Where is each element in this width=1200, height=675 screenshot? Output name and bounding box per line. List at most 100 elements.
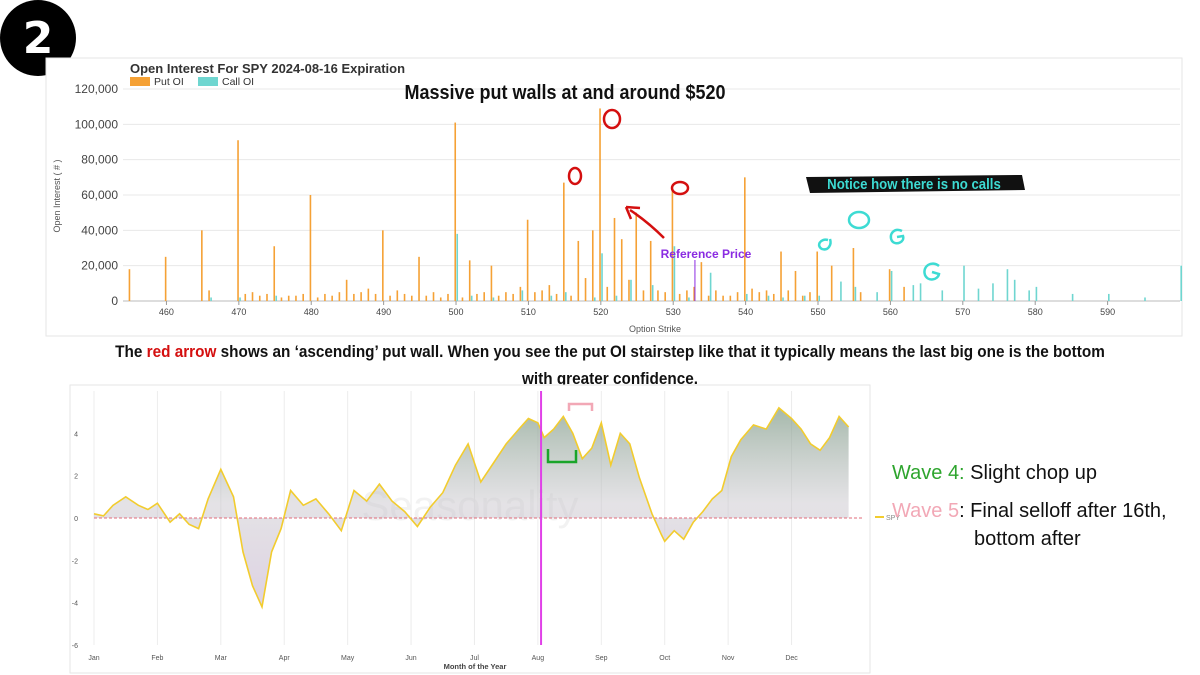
call-oi-bar [492,297,495,301]
put-oi-bar [237,140,239,301]
open-interest-chart: Open Interest For SPY 2024-08-16 Expirat… [45,57,1183,337]
put-oi-bar [548,285,551,301]
season-x-tick-label: Sep [595,655,608,662]
call-oi-bar [550,295,553,301]
put-oi-bar [331,295,333,301]
put-oi-bar [497,295,500,301]
call-oi-bar [210,297,212,301]
season-x-tick-label: Mar [215,655,228,662]
put-oi-bar [345,279,348,301]
red-circle-marker [567,166,583,186]
put-oi-bar [584,278,587,301]
call-oi-bar [876,292,878,301]
put-oi-bar [461,297,464,301]
season-y-tick-label: -2 [72,558,78,565]
red-circle-marker [602,108,622,130]
call-oi-bar [1006,269,1009,301]
put-oi-bar [302,293,304,301]
season-y-tick-label: -6 [72,643,78,650]
oi-x-tick-label: 470 [231,307,246,317]
put-oi-bar [389,295,391,301]
put-oi-bar [736,292,739,301]
oi-x-tick-label: 480 [304,307,319,317]
put-oi-bar [164,256,167,301]
oi-y-tick-label: 40,000 [81,223,118,237]
put-oi-bar [251,292,254,301]
call-oi-bar [840,281,842,301]
put-oi-bar [744,177,746,301]
call-oi-bar [601,253,603,301]
put-oi-bar [128,269,131,301]
pink-bracket-annotation [567,402,594,411]
put-oi-bar [606,286,609,301]
spy-series-line [93,406,850,610]
season-x-tick-label: May [341,655,355,662]
put-oi-bar [273,246,276,301]
wave5-label: Wave 5 [892,500,960,522]
put-oi-bar [570,295,572,301]
season-x-tick-label: Jun [405,655,416,662]
put-oi-bar [693,286,695,301]
legend-swatch-call [198,77,218,86]
call-oi-bar [688,297,690,301]
reference-price-label: Reference Price [661,247,752,261]
put-oi-bar [201,230,203,301]
oi-x-tick-label: 560 [883,307,898,317]
put-oi-bar [657,290,659,301]
season-x-tick-label: Apr [279,655,291,662]
put-oi-bar [628,279,630,301]
put-oi-bar [534,292,536,301]
wave5-text: : Final selloff after 16th, [959,500,1167,522]
red-arrow-annotation [624,205,665,239]
call-oi-bar [767,295,770,301]
put-oi-bar [324,293,326,301]
call-oi-bar [977,288,980,301]
put-oi-bar [512,293,514,301]
oi-x-tick-label: 510 [521,307,536,317]
put-oi-bar [649,240,652,301]
put-oi-bar [367,288,370,301]
put-oi-bar [852,248,855,301]
put-oi-bar [208,290,210,301]
put-oi-bar [577,240,580,301]
wave5-continuation: bottom after [974,528,1081,550]
put-oi-bar [418,256,420,301]
call-oi-bar [890,270,893,301]
put-oi-bar [780,251,782,301]
legend-swatch-put [130,77,150,86]
put-oi-bar [801,295,804,301]
put-oi-bar [888,269,891,301]
put-oi-bar [295,295,297,301]
call-oi-bar [1028,290,1030,301]
call-oi-bar [1180,265,1182,301]
oi-y-tick-label: 80,000 [81,153,118,167]
call-oi-bar [1013,279,1016,301]
spy-area-fill [94,407,849,607]
put-oi-bar [287,295,290,301]
oi-y-tick-label: 100,000 [75,117,119,131]
put-oi-bar [266,293,268,301]
call-oi-bar [746,293,748,301]
put-oi-bar [707,295,710,301]
put-oi-bar [374,293,377,301]
oi-y-tick-label: 0 [111,294,118,308]
oi-x-tick-label: 530 [666,307,681,317]
put-oi-bar [772,293,775,301]
put-oi-bar [353,293,355,301]
oi-y-tick-label: 60,000 [81,188,118,202]
caption-highlight: red arrow [146,342,217,361]
season-x-tick-label: Aug [532,655,545,662]
cyan-circle-marker [889,228,905,245]
put-oi-bar [439,297,442,301]
oi-x-tick-label: 490 [376,307,391,317]
put-oi-bar [280,297,283,301]
put-oi-bar [830,265,833,301]
put-oi-bar [758,292,761,301]
no-calls-annotation: Notice how there is no calls [806,175,1025,193]
season-x-tick-label: Jul [470,655,479,662]
put-oi-bar [642,290,645,301]
put-oi-bar [468,260,471,301]
put-oi-bar [859,292,862,301]
wave4-label: Wave 4: [892,462,965,484]
put-oi-bar [729,295,732,301]
